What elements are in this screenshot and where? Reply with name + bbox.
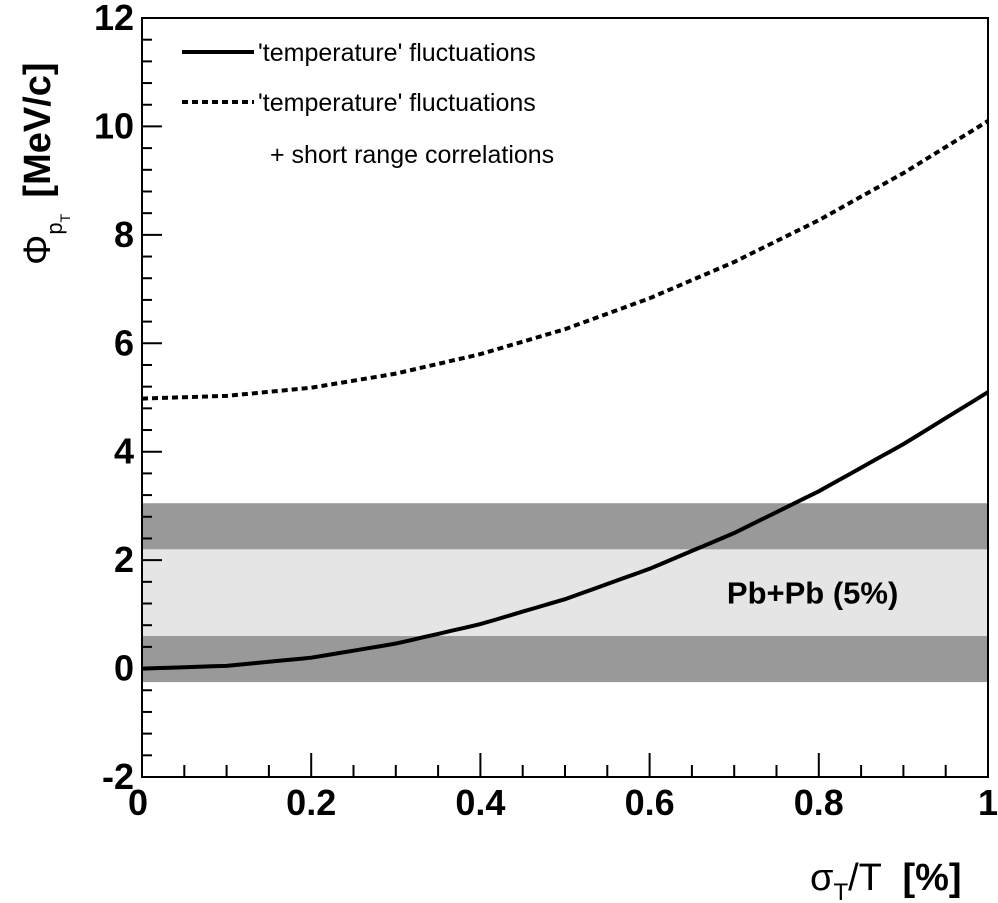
- annotation-pbpb: Pb+Pb (5%): [727, 576, 898, 611]
- x-axis-sub: T: [833, 879, 848, 903]
- series-layer: [141, 119, 990, 671]
- y-tick-label: 12: [94, 0, 134, 38]
- y-tick-label: 4: [114, 431, 134, 472]
- x-tick-label: 0.8: [794, 782, 844, 823]
- y-axis-symbol: ΦpT: [17, 213, 73, 265]
- y-tick-label: 0: [114, 648, 134, 689]
- y-tick-label: 2: [114, 539, 134, 580]
- x-tick-label: 0.2: [286, 782, 336, 823]
- x-tick-label: 0: [128, 782, 148, 823]
- svg-text:σT/T: σT/T: [810, 857, 882, 903]
- y-axis-unit: [MeV/c]: [17, 62, 59, 197]
- ticks-layer: [141, 17, 989, 778]
- y-tick-label: -2: [102, 756, 134, 797]
- x-axis-title: σT/T [%]: [810, 857, 962, 903]
- legend-label-dashed: 'temperature' fluctuations: [258, 89, 536, 117]
- y-axis-subsub: T: [57, 213, 73, 222]
- y-tick-label: 6: [114, 322, 134, 363]
- y-tick-label: 10: [94, 105, 134, 146]
- y-axis-sub: p: [42, 222, 67, 234]
- series-line-0: [141, 390, 990, 671]
- x-tick-label: 1: [978, 782, 998, 823]
- x-axis-main: σ: [810, 857, 833, 899]
- x-tick-label: 0.4: [455, 782, 505, 823]
- y-axis-main: Φ: [17, 235, 59, 265]
- y-tick-label: 8: [114, 214, 134, 255]
- legend-label-solid: 'temperature' fluctuations: [258, 39, 536, 67]
- legend-label-dashed-line2: + short range correlations: [270, 141, 554, 169]
- bands-layer: [142, 503, 988, 683]
- x-tick-label: 0.6: [625, 782, 675, 823]
- x-axis-rest: /T: [848, 857, 882, 899]
- x-axis-unit: [%]: [902, 857, 961, 899]
- svg-text:[MeV/c]: [MeV/c]: [17, 62, 59, 197]
- legend: 'temperature' fluctuations 'temperature'…: [182, 39, 554, 169]
- y-axis-title: [MeV/c] ΦpT: [17, 62, 73, 265]
- band-1: [142, 549, 988, 637]
- series-line-1: [141, 119, 990, 401]
